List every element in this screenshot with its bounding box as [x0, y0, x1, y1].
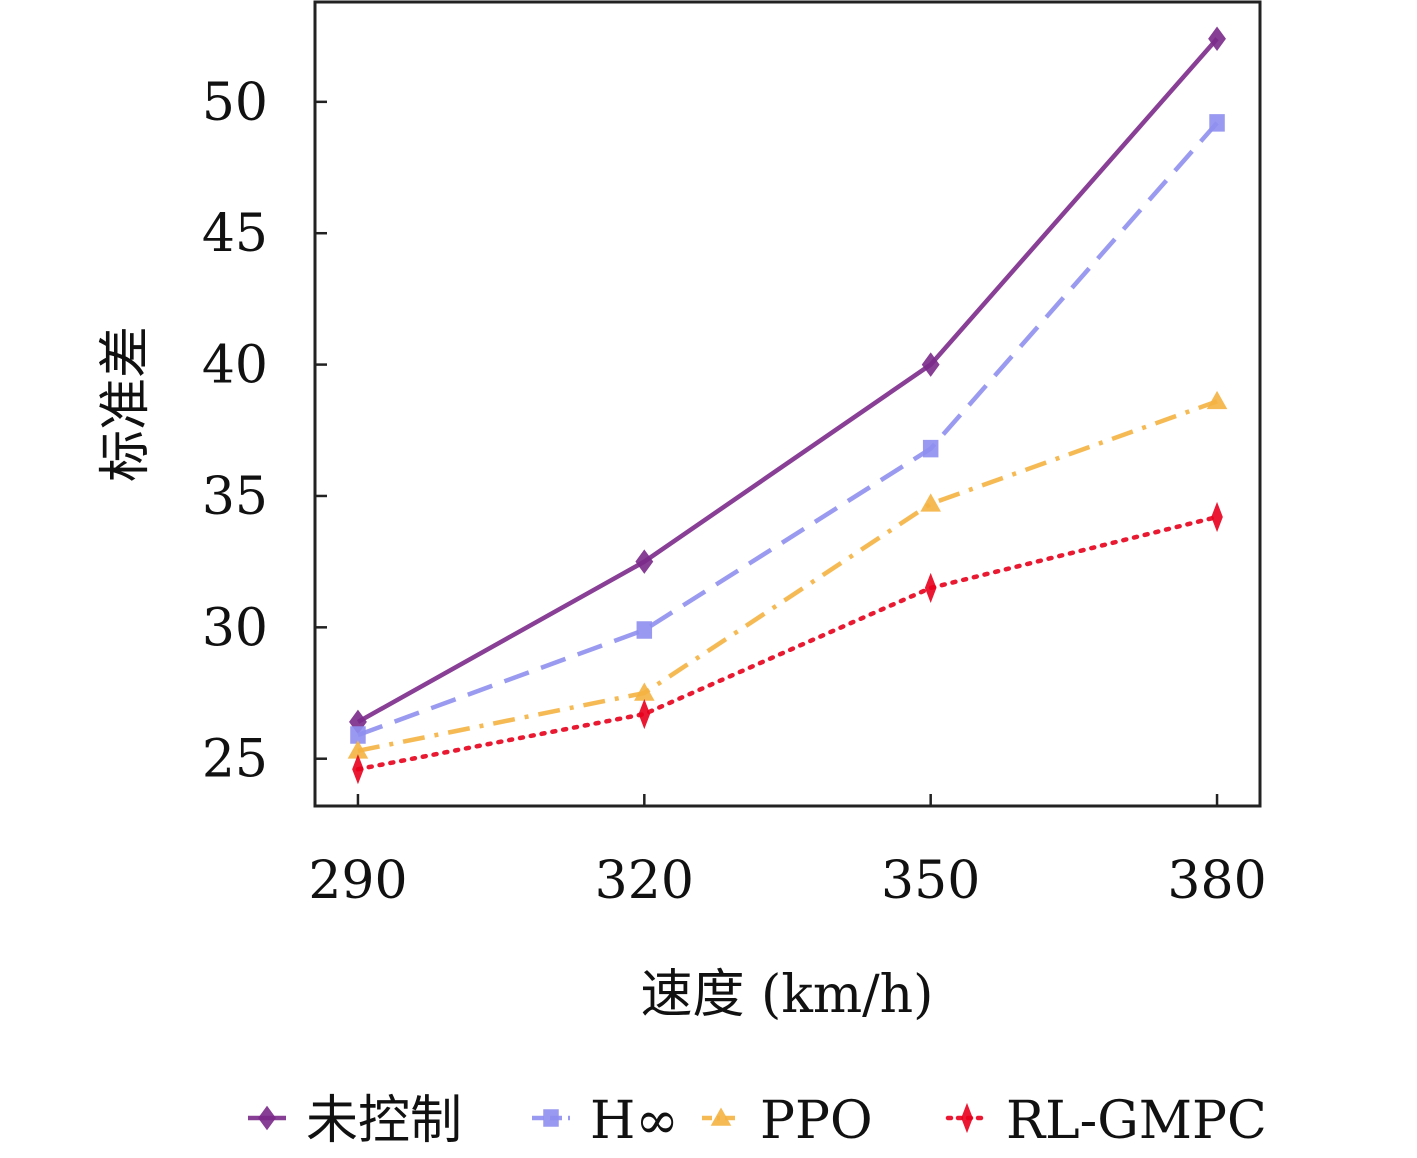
x-tick-label-380: 380 — [1167, 851, 1266, 911]
y-tick-label-25: 25 — [202, 730, 268, 790]
data-point-series-4-1 — [352, 754, 364, 785]
x-axis-label: 速度 (km/h) — [641, 965, 934, 1025]
x-tick-label-350: 350 — [881, 851, 980, 911]
x-tick-label-320: 320 — [595, 851, 694, 911]
legend-label-2: H∞ — [590, 1091, 679, 1151]
legend-marker-4 — [961, 1102, 973, 1134]
data-point-series-4-4 — [1211, 501, 1223, 533]
series-layer — [347, 26, 1228, 785]
y-tick-label-50: 50 — [202, 73, 268, 133]
data-point-series-2-4 — [1209, 114, 1225, 132]
data-point-series-2-2 — [636, 621, 653, 639]
legend-label-3: PPO — [760, 1091, 873, 1151]
legend-label-1: 未控制 — [306, 1091, 462, 1151]
x-tick-label-290: 290 — [308, 851, 407, 911]
data-point-series-2-1 — [350, 726, 366, 744]
data-point-series-1-4 — [1208, 26, 1226, 52]
data-point-series-1-2 — [635, 549, 654, 574]
y-axis: 25 30 35 40 45 50 — [202, 73, 327, 790]
legend: 未控制 H∞ PPO RL-GMPC — [248, 1091, 1267, 1151]
data-point-series-4-2 — [638, 698, 651, 730]
plot-frame — [313, 0, 1262, 808]
data-point-series-1-3 — [921, 352, 940, 377]
data-point-series-2-3 — [922, 439, 939, 458]
series-line-2 — [357, 121, 1219, 738]
legend-marker-3 — [710, 1107, 732, 1126]
legend-marker-1 — [258, 1105, 276, 1131]
data-point-series-3-3 — [920, 493, 941, 512]
series-line-3 — [357, 399, 1218, 754]
y-tick-label-40: 40 — [202, 336, 268, 396]
legend-label-4: RL-GMPC — [1006, 1091, 1267, 1151]
y-tick-label-45: 45 — [202, 204, 268, 264]
series-line-4 — [355, 514, 1220, 772]
y-tick-label-35: 35 — [202, 467, 268, 527]
data-point-series-4-3 — [924, 572, 937, 604]
legend-marker-2 — [543, 1109, 559, 1127]
y-axis-label: 标准差 — [96, 326, 156, 482]
y-tick-label-30: 30 — [202, 598, 268, 658]
series-line-1 — [356, 37, 1219, 724]
x-axis: 290 320 350 380 — [308, 794, 1267, 911]
data-point-series-3-4 — [1206, 390, 1228, 410]
